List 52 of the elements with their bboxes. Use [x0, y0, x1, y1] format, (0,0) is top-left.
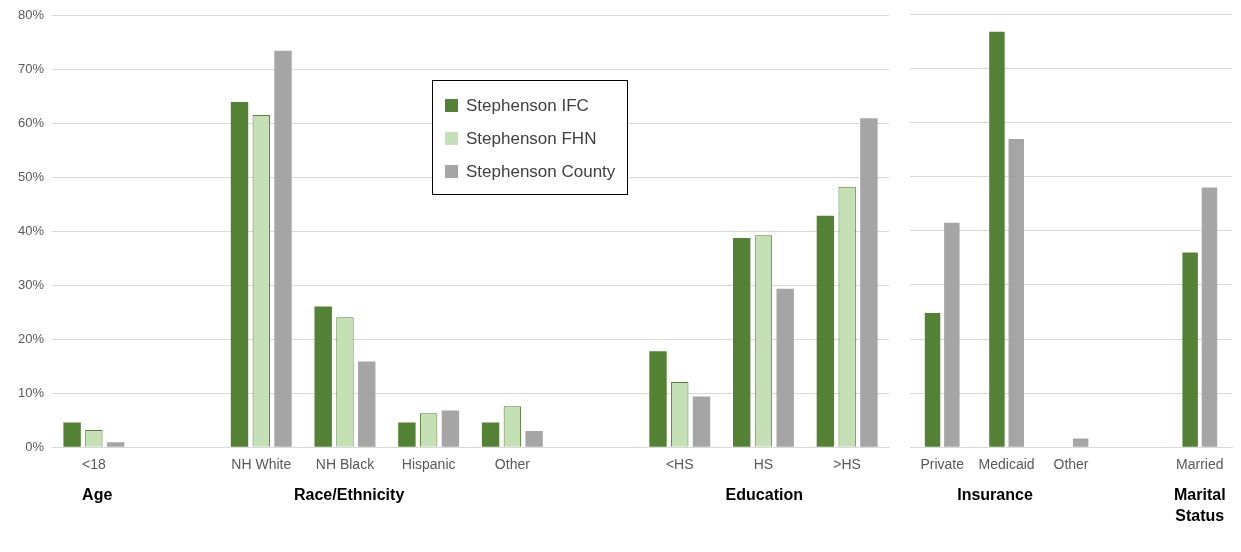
bar [776, 288, 794, 447]
bar [481, 422, 500, 447]
y-tick-label: 20% [17, 330, 45, 346]
bar [816, 215, 835, 447]
bar [358, 361, 376, 447]
text: Insurance [957, 485, 1033, 503]
bar [1201, 187, 1218, 447]
x-tick-label: NH Black [315, 456, 376, 473]
legend-label: Stephenson IFC [466, 95, 589, 116]
x-tick-label: NH White [231, 456, 292, 473]
x-tick-label: Private [920, 456, 965, 473]
bar [1072, 438, 1089, 447]
x-tick-label: Medicaid [978, 456, 1035, 473]
x-tick-label: Other [494, 456, 531, 473]
x-tick-label: <18 [81, 456, 106, 473]
legend-label: Stephenson FHN [466, 128, 597, 149]
bar [924, 313, 941, 447]
bar [106, 442, 125, 447]
bar [649, 351, 667, 447]
x-tick-label: >HS [833, 456, 861, 473]
text: Age [82, 485, 113, 503]
y-tick-label: 50% [17, 169, 45, 185]
bar [989, 31, 1005, 447]
y-tick-label: 0% [25, 438, 45, 454]
bar [732, 237, 751, 447]
bar [441, 410, 460, 447]
y-tick-label: 30% [17, 277, 45, 292]
bar [230, 102, 249, 447]
bar [314, 306, 332, 447]
bar [860, 118, 878, 447]
y-tick-label: 10% [17, 384, 45, 400]
bar [525, 431, 543, 447]
text: Race/Ethnicity [294, 485, 405, 503]
x-tick-label: Hispanic [401, 456, 456, 473]
text: Education [725, 485, 803, 503]
y-tick-label: 40% [17, 223, 45, 239]
bar [63, 422, 81, 447]
x-tick-label: <HS [665, 456, 694, 473]
y-tick-label: 70% [17, 61, 45, 77]
y-tick-label: 80% [17, 7, 45, 23]
legend-label: Stephenson County [466, 161, 616, 182]
bar [274, 50, 292, 447]
x-tick-label: Married [1176, 456, 1224, 473]
x-tick-label: Other [1053, 456, 1089, 473]
bar [1182, 252, 1198, 447]
bar [692, 396, 711, 447]
bar [1008, 138, 1024, 447]
y-tick-label: 60% [17, 115, 45, 131]
bar [398, 422, 416, 447]
x-tick-label: HS [753, 456, 774, 473]
text: Marital Status [1174, 485, 1226, 524]
bar [944, 222, 960, 447]
